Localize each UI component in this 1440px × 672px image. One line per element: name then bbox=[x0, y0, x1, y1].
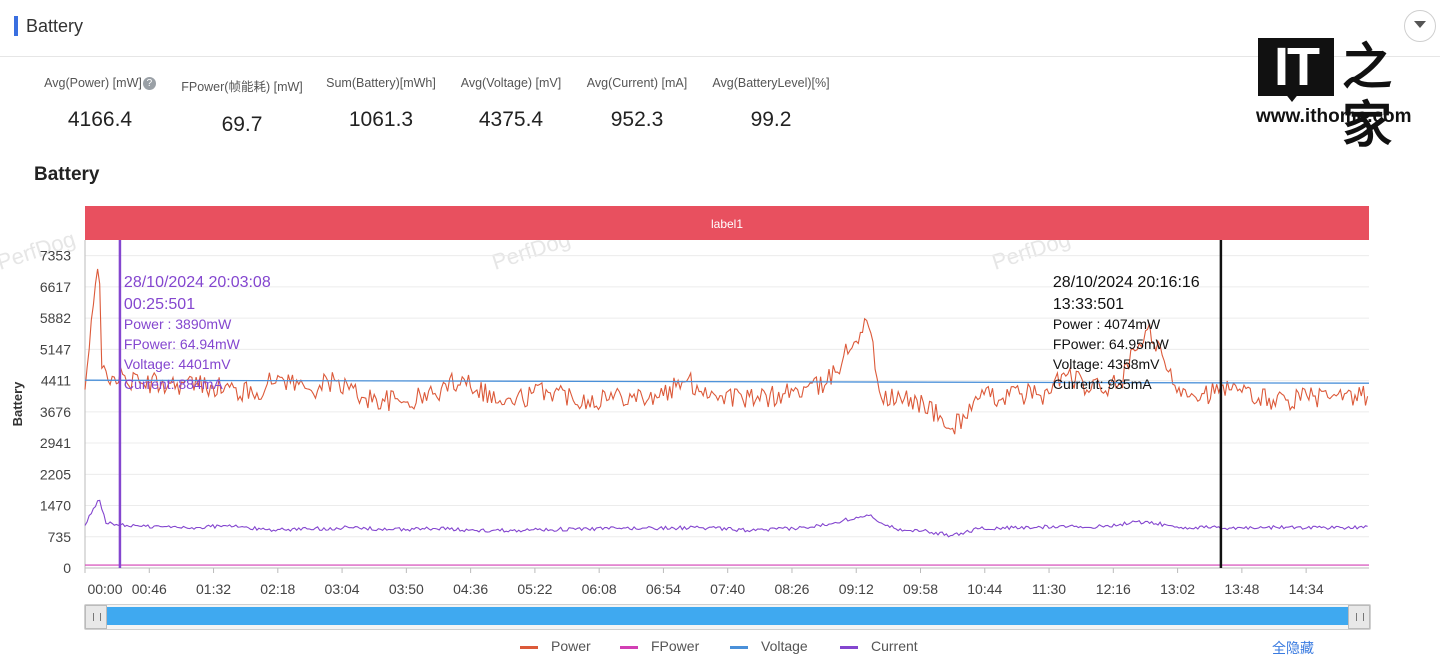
stat-label: Avg(BatteryLevel)[%] bbox=[712, 76, 830, 90]
collapse-toggle-button[interactable] bbox=[1404, 10, 1436, 42]
legend-label: Current bbox=[871, 638, 918, 654]
legend-item-voltage[interactable]: Voltage bbox=[730, 638, 808, 654]
battery-panel-header: Battery bbox=[0, 0, 1440, 57]
x-tick-label: 09:12 bbox=[839, 581, 874, 597]
x-tick-label: 04:36 bbox=[453, 581, 488, 597]
logo-mark: IT bbox=[1258, 38, 1334, 96]
stat-avg-power: Avg(Power) [mW]? 4166.4 bbox=[36, 76, 164, 132]
stat-value: 69.7 bbox=[221, 113, 263, 136]
legend-label: Power bbox=[551, 638, 591, 654]
chevron-down-icon bbox=[1414, 21, 1426, 28]
x-tick-label: 03:50 bbox=[389, 581, 424, 597]
x-tick-label: 13:02 bbox=[1160, 581, 1195, 597]
cursor-date: 28/10/2024 20:03:08 bbox=[124, 274, 271, 291]
y-axis-label: Battery bbox=[10, 381, 25, 427]
time-range-scrollbar[interactable] bbox=[84, 604, 1371, 630]
cursor-readout: Power : 3890mW bbox=[124, 316, 232, 332]
cursor-readout: Current: 935mA bbox=[1053, 376, 1152, 392]
scrollbar-right-handle[interactable] bbox=[1348, 605, 1370, 629]
logo-chinese-text: 之家 bbox=[1342, 38, 1392, 154]
stat-avg-battery-level: Avg(BatteryLevel)[%] 99.2 bbox=[702, 76, 840, 132]
cursor-tooltip-right: 28/10/2024 20:16:16 13:33:501 Power : 4074… bbox=[1053, 274, 1200, 392]
stat-value: 4166.4 bbox=[67, 108, 133, 132]
cursor-elapsed: 13:33:501 bbox=[1053, 296, 1124, 313]
stat-label: Avg(Voltage) [mV] bbox=[460, 76, 562, 90]
stat-value: 4375.4 bbox=[478, 108, 544, 131]
x-tick-label: 06:54 bbox=[646, 581, 681, 597]
legend-swatch bbox=[730, 645, 748, 649]
stat-fpower: FPower(帧能耗) [mW] 69.7 bbox=[172, 76, 312, 137]
x-tick-label: 00:00 bbox=[87, 581, 122, 597]
y-tick-label: 4411 bbox=[41, 373, 71, 389]
x-tick-label: 14:34 bbox=[1289, 581, 1324, 597]
stat-value: 1061.3 bbox=[348, 108, 414, 131]
header-accent-bar bbox=[14, 16, 18, 36]
y-tick-label: 7353 bbox=[40, 248, 71, 264]
y-tick-label: 735 bbox=[48, 529, 72, 545]
legend-label: FPower bbox=[651, 638, 700, 654]
stat-value: 99.2 bbox=[750, 108, 792, 131]
series-line-voltage bbox=[84, 379, 1370, 384]
x-tick-label: 13:48 bbox=[1224, 581, 1259, 597]
y-tick-label: 2205 bbox=[40, 466, 71, 482]
legend-swatch bbox=[620, 645, 638, 649]
cursor-readout: Voltage: 4401mV bbox=[124, 356, 231, 372]
stat-avg-voltage: Avg(Voltage) [mV] 4375.4 bbox=[450, 76, 572, 132]
legend-label: Voltage bbox=[761, 638, 808, 654]
cursor-readout: FPower: 64.94mW bbox=[124, 336, 241, 352]
ithome-logo: IT 之家 www.ithome.com bbox=[1254, 34, 1424, 154]
cursor-readout: Voltage: 4358mV bbox=[1053, 356, 1160, 372]
cursor-date: 28/10/2024 20:16:16 bbox=[1053, 274, 1200, 291]
cursor-tooltip-left: 28/10/2024 20:03:08 00:25:501 Power : 3890… bbox=[124, 274, 271, 392]
y-tick-label: 3676 bbox=[40, 404, 71, 420]
logo-mark-tail bbox=[1284, 92, 1300, 102]
scrollbar-selected-range[interactable] bbox=[107, 607, 1348, 625]
x-tick-label: 00:46 bbox=[132, 581, 167, 597]
x-tick-label: 06:08 bbox=[582, 581, 617, 597]
series-line-current bbox=[84, 499, 1368, 538]
legend-item-fpower[interactable]: FPower bbox=[620, 638, 699, 654]
legend-swatch bbox=[840, 645, 858, 649]
series-line-power bbox=[84, 268, 1369, 435]
x-tick-label: 01:32 bbox=[196, 581, 231, 597]
stat-label: Avg(Current) [mA] bbox=[586, 76, 688, 90]
stat-label: FPower(帧能耗) [mW] bbox=[181, 80, 303, 94]
x-tick-label: 08:26 bbox=[774, 581, 809, 597]
y-tick-label: 2941 bbox=[40, 435, 71, 451]
x-tick-label: 02:18 bbox=[260, 581, 295, 597]
legend-swatch bbox=[520, 645, 538, 649]
x-tick-label: 05:22 bbox=[517, 581, 552, 597]
cursor-elapsed: 00:25:501 bbox=[124, 296, 195, 313]
x-tick-label: 10:44 bbox=[967, 581, 1002, 597]
stat-label: Sum(Battery)[mWh] bbox=[326, 76, 436, 90]
y-tick-label: 6617 bbox=[40, 279, 71, 295]
y-tick-label: 0 bbox=[63, 560, 71, 576]
legend-item-current[interactable]: Current bbox=[840, 638, 918, 654]
x-tick-label: 07:40 bbox=[710, 581, 745, 597]
stat-sum-battery: Sum(Battery)[mWh] 1061.3 bbox=[316, 76, 446, 132]
label-band bbox=[85, 206, 1369, 240]
x-tick-label: 03:04 bbox=[325, 581, 360, 597]
stat-value: 952.3 bbox=[610, 108, 664, 131]
logo-url: www.ithome.com bbox=[1256, 106, 1412, 127]
x-tick-label: 12:16 bbox=[1096, 581, 1131, 597]
x-tick-label: 11:30 bbox=[1032, 581, 1066, 597]
stat-avg-current: Avg(Current) [mA] 952.3 bbox=[576, 76, 698, 132]
scrollbar-left-handle[interactable] bbox=[85, 605, 107, 629]
cursor-readout: Power : 4074mW bbox=[1053, 316, 1161, 332]
x-tick-label: 09:58 bbox=[903, 581, 938, 597]
battery-line-chart[interactable]: PerfDog PerfDog PerfDoglabel17353661758825… bbox=[0, 0, 1440, 600]
cursor-readout: FPower: 64.95mW bbox=[1053, 336, 1170, 352]
legend-item-power[interactable]: Power bbox=[520, 638, 591, 654]
cursor-readout: Current: 884mA bbox=[124, 376, 223, 392]
panel-title: Battery bbox=[26, 16, 84, 36]
label-band-text: label1 bbox=[711, 217, 743, 231]
y-tick-label: 1470 bbox=[40, 498, 71, 514]
y-tick-label: 5147 bbox=[40, 341, 71, 357]
help-icon[interactable]: ? bbox=[142, 77, 156, 91]
hide-all-link[interactable]: 全隐藏 bbox=[1272, 640, 1314, 656]
y-tick-label: 5882 bbox=[40, 310, 71, 326]
chart-title: Battery bbox=[34, 164, 100, 185]
stat-label: Avg(Power) [mW]? bbox=[36, 76, 164, 91]
